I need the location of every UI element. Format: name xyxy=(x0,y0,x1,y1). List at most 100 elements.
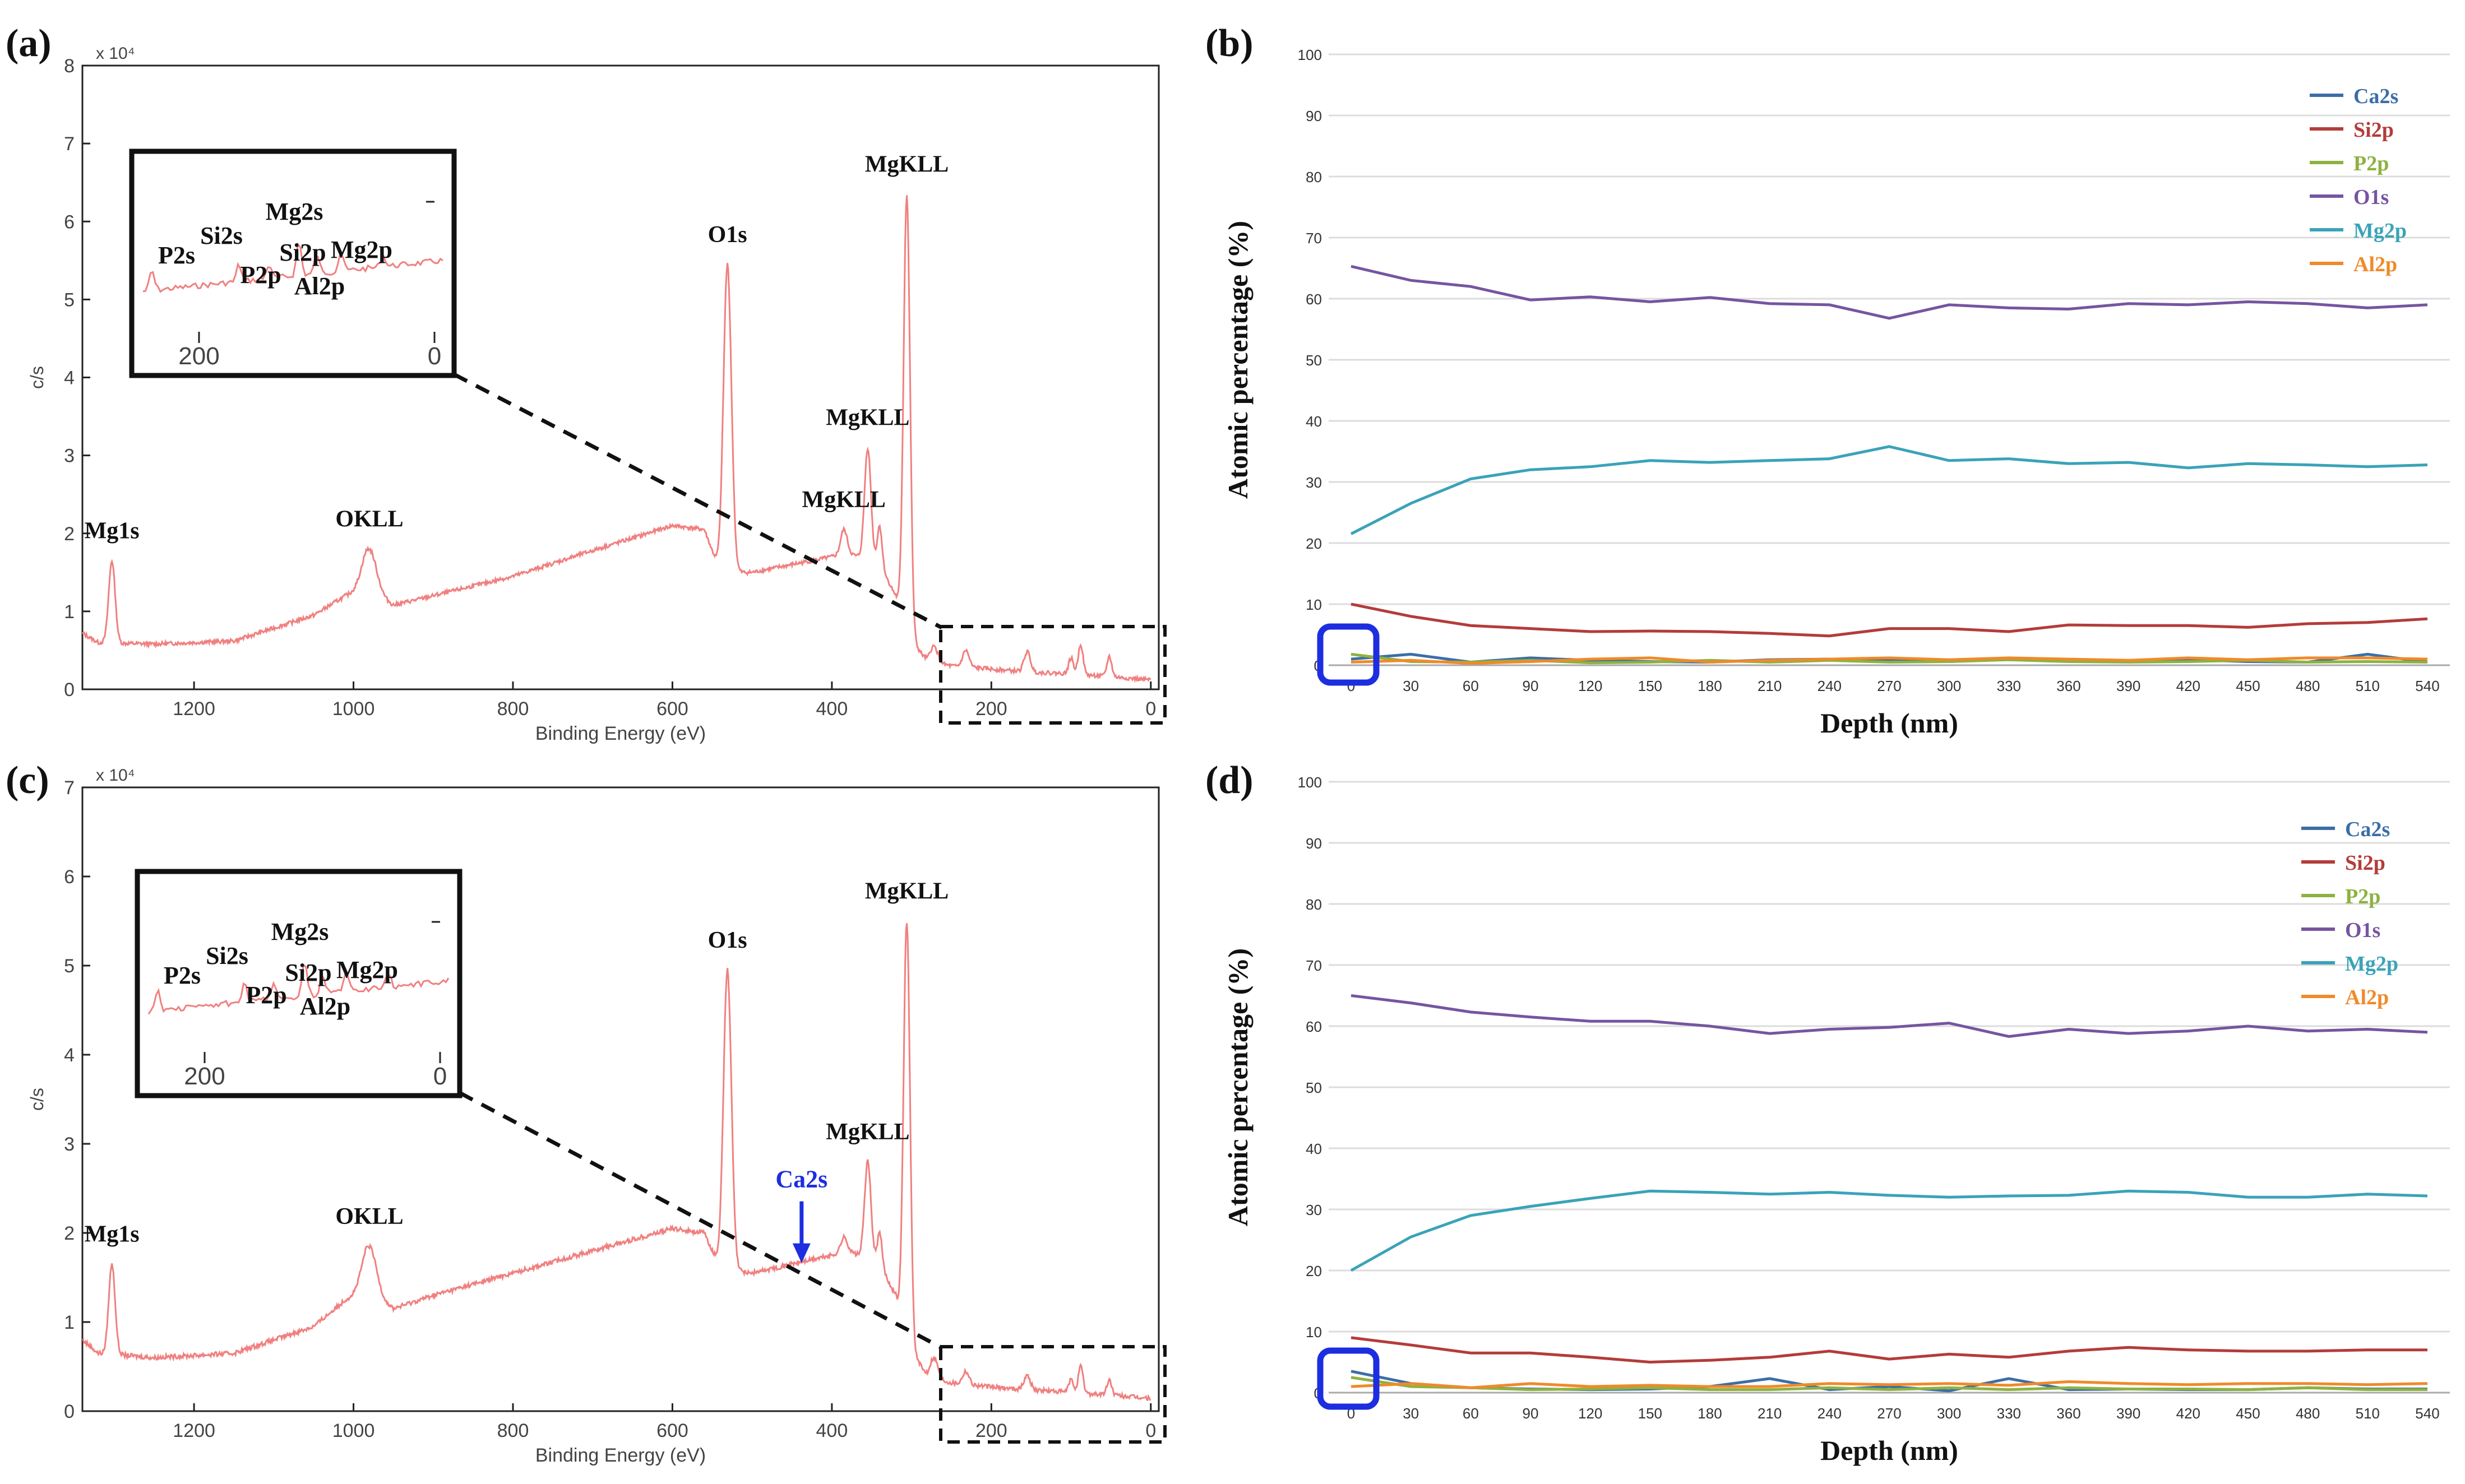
legend-label-si2p: Si2p xyxy=(2345,851,2385,875)
x-tick-label: 90 xyxy=(1523,678,1539,694)
y-tick-label: 40 xyxy=(1306,1140,1322,1157)
y-tick-label: 80 xyxy=(1306,169,1322,186)
y-tick-label: 30 xyxy=(1306,474,1322,491)
y-tick-label: 60 xyxy=(1306,1018,1322,1035)
x-tick-label: 180 xyxy=(1698,1405,1722,1422)
x-tick-label: 330 xyxy=(1997,1405,2021,1422)
x-tick-label: 400 xyxy=(816,1420,848,1441)
panel-label-b: (b) xyxy=(1205,22,1254,65)
x-tick-label: 400 xyxy=(816,698,848,720)
series-line-mg2p xyxy=(1350,445,2428,535)
inset-peak-label: P2s xyxy=(164,962,201,989)
zoom-connector-c xyxy=(459,1091,943,1350)
inset-peak-label: Mg2s xyxy=(266,198,323,225)
y-multiplier: x 10⁴ xyxy=(96,766,135,785)
y-multiplier: x 10⁴ xyxy=(96,44,135,63)
x-tick-label: 180 xyxy=(1698,678,1722,694)
y-tick-label: 50 xyxy=(1306,352,1322,369)
inset-tick-label: 0 xyxy=(433,1063,447,1090)
x-tick-label: 540 xyxy=(2415,1405,2439,1422)
legend-label-o1s: O1s xyxy=(2345,919,2380,942)
x-tick-label: 600 xyxy=(656,1420,688,1441)
x-tick-label: 240 xyxy=(1817,678,1842,694)
y-tick-label: 100 xyxy=(1298,774,1322,791)
inset-peak-label: Al2p xyxy=(300,993,350,1020)
inset-peak-label: Si2s xyxy=(206,942,248,970)
y-tick-label: 5 xyxy=(64,956,75,977)
start-marker-b xyxy=(1317,623,1380,686)
y-tick-label: 50 xyxy=(1306,1079,1322,1096)
y-tick-label: 90 xyxy=(1306,108,1322,124)
series-line-si2p xyxy=(1351,1336,2427,1364)
y-tick-label: 20 xyxy=(1306,1263,1322,1279)
series-line-p2p xyxy=(1351,1376,2427,1392)
x-tick-label: 300 xyxy=(1937,1405,1961,1422)
x-tick-label: 420 xyxy=(2176,678,2200,694)
peak-annotation: MgKLL xyxy=(865,879,949,905)
y-tick-label: 2 xyxy=(64,1223,75,1244)
spectrum-line xyxy=(82,923,1151,1402)
x-tick-label: 120 xyxy=(1578,678,1602,694)
y-tick-label: 8 xyxy=(64,55,75,77)
legend-label-mg2p: Mg2p xyxy=(2345,952,2398,976)
y-axis-title: Atomic percentage (%) xyxy=(1222,948,1254,1226)
x-tick-label: 390 xyxy=(2116,1405,2140,1422)
x-tick-label: 480 xyxy=(2296,678,2320,694)
y-tick-label: 40 xyxy=(1306,413,1322,430)
x-tick-label: 60 xyxy=(1463,678,1479,694)
x-tick-label: 270 xyxy=(1877,1405,1901,1422)
x-tick-label: 390 xyxy=(2116,678,2140,694)
legend-label-p2p: P2p xyxy=(2345,885,2380,908)
peak-annotation: MgKLL xyxy=(826,405,909,431)
x-tick-label: 210 xyxy=(1758,678,1782,694)
y-tick-label: 70 xyxy=(1306,957,1322,974)
y-tick-label: 4 xyxy=(64,368,75,389)
x-tick-label: 800 xyxy=(497,1420,529,1441)
series-line-mg2p xyxy=(1350,1189,2428,1272)
x-tick-label: 1200 xyxy=(173,1420,215,1441)
legend-label-al2p: Al2p xyxy=(2353,253,2397,276)
inset-peak-label: Mg2s xyxy=(271,918,329,945)
legend-label-si2p: Si2p xyxy=(2353,118,2394,142)
x-tick-label: 510 xyxy=(2356,678,2380,694)
x-tick-label: 240 xyxy=(1817,1405,1842,1422)
y-tick-label: 4 xyxy=(64,1045,75,1066)
x-tick-label: 300 xyxy=(1937,678,1961,694)
x-tick-label: 330 xyxy=(1997,678,2021,694)
x-tick-label: 120 xyxy=(1578,1405,1602,1422)
legend-label-ca2s: Ca2s xyxy=(2353,85,2398,108)
x-axis-title: Depth (nm) xyxy=(1820,707,1958,739)
peak-annotation: O1s xyxy=(708,928,747,953)
y-axis-title: Atomic percentage (%) xyxy=(1222,221,1254,499)
legend-label-al2p: Al2p xyxy=(2345,986,2389,1009)
x-axis-title: Binding Energy (eV) xyxy=(535,1445,706,1466)
y-tick-label: 3 xyxy=(64,1134,75,1155)
x-tick-label: 200 xyxy=(975,698,1007,720)
y-tick-label: 30 xyxy=(1306,1202,1322,1218)
peak-annotation: MgKLL xyxy=(865,152,949,178)
peak-annotation: O1s xyxy=(708,222,747,248)
peak-annotation: Mg1s xyxy=(85,518,140,544)
y-tick-label: 10 xyxy=(1306,596,1322,613)
y-tick-label: 100 xyxy=(1298,47,1322,63)
x-tick-label: 60 xyxy=(1463,1405,1479,1422)
x-tick-label: 270 xyxy=(1877,678,1901,694)
x-tick-label: 450 xyxy=(2236,1405,2260,1422)
start-marker-d xyxy=(1317,1347,1380,1410)
panel-label-c: (c) xyxy=(6,759,49,802)
inset-peak-label: Al2p xyxy=(294,272,345,300)
y-tick-label: 3 xyxy=(64,446,75,467)
y-tick-label: 6 xyxy=(64,866,75,888)
xps-content-a: 0 1 2 3 4 5 6 7 8 1200 1000 800 600 400 200 0 x 10⁴ Bindi… xyxy=(27,44,1156,744)
y-axis-title: c/s xyxy=(27,366,47,389)
y-tick-label: 0 xyxy=(64,679,75,701)
inset-peak-label: Mg2p xyxy=(336,956,398,984)
x-tick-label: 150 xyxy=(1638,678,1662,694)
zoom-box-a xyxy=(939,625,1167,725)
x-tick-label: 1000 xyxy=(332,698,375,720)
y-tick-label: 7 xyxy=(64,133,75,155)
